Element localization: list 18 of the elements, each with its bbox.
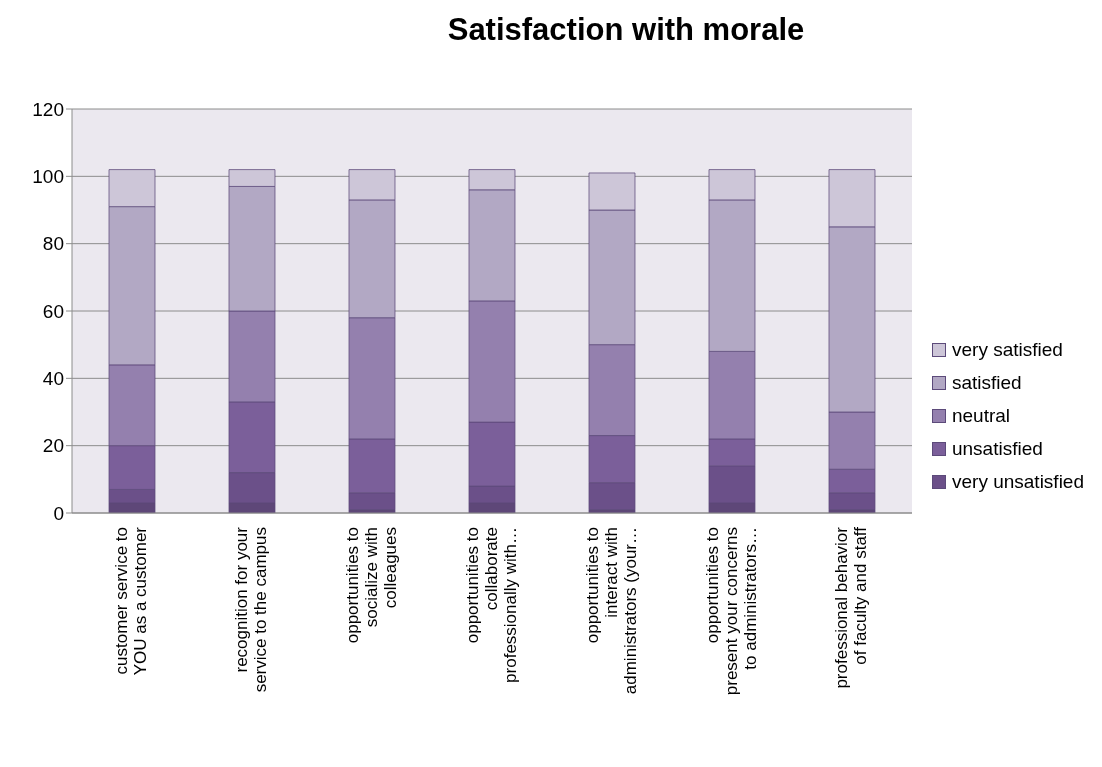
y-tick-label: 120 <box>32 98 64 120</box>
y-tick-label: 100 <box>32 166 64 188</box>
x-tick-label: opportunities to socialize with colleagues <box>342 527 400 644</box>
x-tick-label: opportunities to collaborate professionally with… <box>462 527 520 683</box>
legend-label: satisfied <box>951 371 1022 394</box>
y-tick-label: 0 <box>53 502 64 524</box>
x-tick-label: opportunities to interact with administrators (your… <box>582 527 640 695</box>
x-tick-label: customer service to YOU as a customer <box>112 526 151 676</box>
legend-label: neutral <box>951 404 1011 427</box>
chart-title: Satisfaction with morale <box>446 11 806 49</box>
y-tick-label: 40 <box>42 368 64 390</box>
y-tick-label: 60 <box>42 300 64 322</box>
legend-label: very unsatisfied <box>951 470 1084 493</box>
x-tick-label: opportunities to present your concerns to administrators… <box>702 527 760 696</box>
y-tick-label: 20 <box>42 435 64 457</box>
y-tick-label: 80 <box>42 233 64 255</box>
legend-label: unsatisfied <box>951 437 1043 460</box>
legend-label: very satisfied <box>951 338 1063 361</box>
